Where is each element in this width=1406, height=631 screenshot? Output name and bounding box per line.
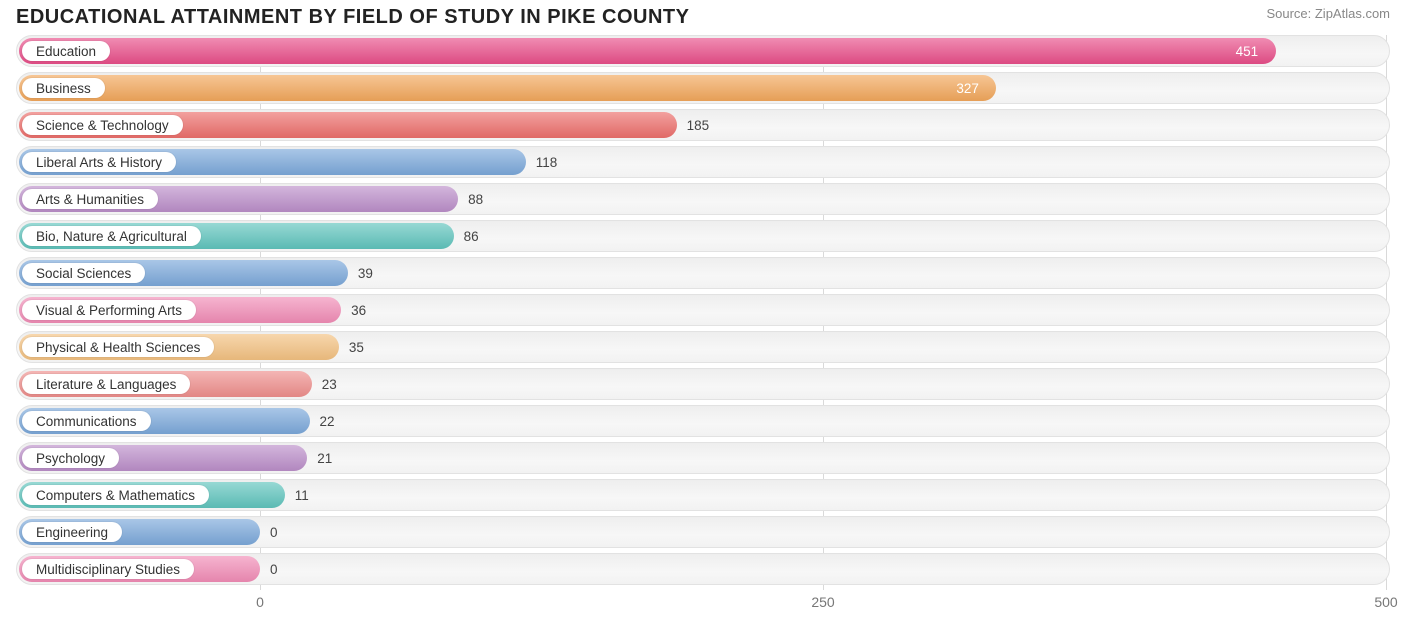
bar-label-pill: Arts & Humanities xyxy=(22,189,158,209)
bar-row: Liberal Arts & History 118 xyxy=(16,146,1390,178)
bar-row: Communications 22 xyxy=(16,405,1390,437)
bar-row: Social Sciences 39 xyxy=(16,257,1390,289)
bar-row: Arts & Humanities 88 xyxy=(16,183,1390,215)
bar-label-pill: Liberal Arts & History xyxy=(22,152,176,172)
bar-value-label: 23 xyxy=(322,368,337,400)
chart-plot: Education 451 Business 327 Science & Technol… xyxy=(16,35,1390,590)
bar-row: Bio, Nature & Agricultural 86 xyxy=(16,220,1390,252)
bar-row: Business 327 xyxy=(16,72,1390,104)
bar-label-pill: Bio, Nature & Agricultural xyxy=(22,226,201,246)
chart-header: EDUCATIONAL ATTAINMENT BY FIELD OF STUDY… xyxy=(0,0,1406,31)
bar-value-label: 21 xyxy=(317,442,332,474)
bar-fill xyxy=(19,38,1276,64)
bar-label-pill: Science & Technology xyxy=(22,115,183,135)
bar-value-label: 22 xyxy=(320,405,335,437)
bar-label-pill: Physical & Health Sciences xyxy=(22,337,214,357)
bar-label-pill: Psychology xyxy=(22,448,119,468)
bar-value-label: 118 xyxy=(536,146,558,178)
bar-label-pill: Education xyxy=(22,41,110,61)
bar-value-label: 88 xyxy=(468,183,483,215)
bar-label-pill: Social Sciences xyxy=(22,263,145,283)
bar-row: Psychology 21 xyxy=(16,442,1390,474)
x-axis-tick-label: 0 xyxy=(256,594,264,610)
bar-row: Computers & Mathematics 11 xyxy=(16,479,1390,511)
bar-row: Literature & Languages 23 xyxy=(16,368,1390,400)
bar-row: Visual & Performing Arts 36 xyxy=(16,294,1390,326)
bar-label-pill: Computers & Mathematics xyxy=(22,485,209,505)
bar-value-label: 35 xyxy=(349,331,364,363)
x-axis-tick-label: 500 xyxy=(1374,594,1397,610)
bar-row: Multidisciplinary Studies 0 xyxy=(16,553,1390,585)
bar-value-label: 0 xyxy=(270,553,278,585)
chart-title: EDUCATIONAL ATTAINMENT BY FIELD OF STUDY… xyxy=(16,6,689,29)
bar-label-pill: Visual & Performing Arts xyxy=(22,300,196,320)
bar-label-pill: Communications xyxy=(22,411,151,431)
bar-label-pill: Multidisciplinary Studies xyxy=(22,559,194,579)
x-axis-tick-label: 250 xyxy=(811,594,834,610)
chart-area: Education 451 Business 327 Science & Technol… xyxy=(0,31,1406,616)
bar-value-label: 451 xyxy=(1236,35,1259,67)
bar-value-label: 39 xyxy=(358,257,373,289)
bar-value-label: 36 xyxy=(351,294,366,326)
bar-value-label: 11 xyxy=(295,479,309,511)
bar-label-pill: Engineering xyxy=(22,522,122,542)
bar-value-label: 0 xyxy=(270,516,278,548)
bar-row: Science & Technology 185 xyxy=(16,109,1390,141)
x-axis: 0250500 xyxy=(16,592,1390,616)
bar-row: Education 451 xyxy=(16,35,1390,67)
bar-fill xyxy=(19,75,996,101)
bar-row: Physical & Health Sciences 35 xyxy=(16,331,1390,363)
chart-source: Source: ZipAtlas.com xyxy=(1266,6,1390,21)
bar-label-pill: Business xyxy=(22,78,105,98)
bar-label-pill: Literature & Languages xyxy=(22,374,190,394)
bar-value-label: 185 xyxy=(687,109,710,141)
bar-row: Engineering 0 xyxy=(16,516,1390,548)
bar-value-label: 86 xyxy=(464,220,479,252)
bar-value-label: 327 xyxy=(956,72,979,104)
